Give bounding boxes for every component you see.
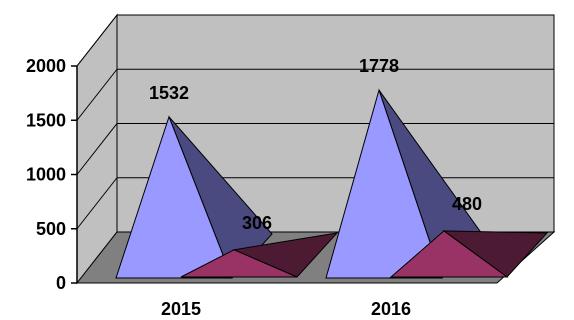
gridline-side (76, 177, 118, 230)
pyramids (115, 88, 549, 279)
y-tick-label: 500 (36, 219, 66, 239)
data-label: 1778 (359, 56, 399, 76)
category-labels: 2015 2016 (161, 299, 411, 319)
gridline-side (76, 123, 118, 175)
y-tick-labels: 0 500 1000 1500 2000 (26, 56, 66, 293)
x-category-label: 2015 (161, 299, 201, 319)
y-tick-label: 1500 (26, 110, 66, 130)
data-label: 480 (452, 194, 482, 214)
data-labels: 1532 306 1778 480 (149, 56, 482, 233)
pyramid-front-face (180, 249, 298, 278)
pyramid-front-face (389, 230, 509, 278)
y-tick-label: 1000 (26, 165, 66, 185)
x-category-label: 2016 (371, 299, 411, 319)
gridline-side (76, 68, 118, 121)
data-label: 306 (242, 213, 272, 233)
y-tick-label: 0 (56, 273, 66, 293)
gridline-side (76, 14, 118, 67)
pyramid-front-face (325, 88, 443, 279)
data-label: 1532 (149, 83, 189, 103)
y-tick-label: 2000 (26, 56, 66, 76)
pyramid-front-face (115, 115, 233, 279)
